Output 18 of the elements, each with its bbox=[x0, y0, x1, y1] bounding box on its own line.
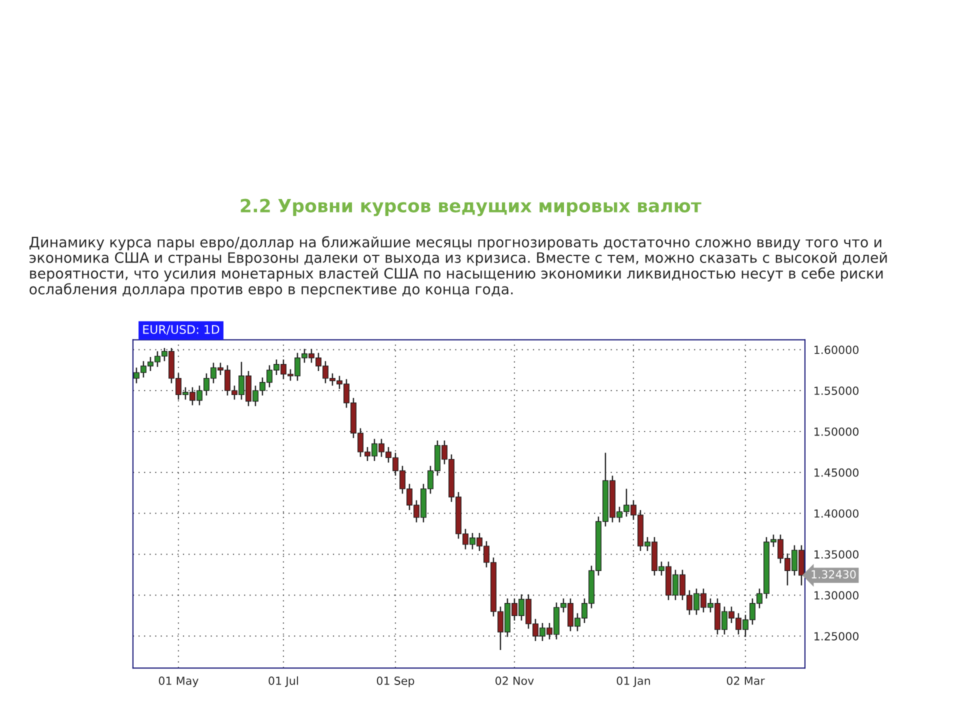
x-tick-label: 01 Jan bbox=[616, 676, 650, 688]
y-tick-label: 1.55000 bbox=[814, 386, 859, 395]
y-tick-label: 1.50000 bbox=[814, 427, 859, 436]
x-tick-label: 01 Sep bbox=[376, 676, 414, 688]
x-tick-label: 02 Nov bbox=[496, 676, 534, 685]
y-tick-label: 1.60000 bbox=[814, 346, 859, 354]
x-tick-label: 02 Mar bbox=[726, 676, 765, 685]
x-tick-label: 01 May bbox=[158, 676, 198, 688]
y-tick-label: 1.40000 bbox=[814, 509, 859, 518]
y-tick-label: 1.25000 bbox=[814, 632, 859, 640]
y-tick-label: 1.45000 bbox=[814, 468, 859, 477]
chart-title: 2.2 Уровни курсов ведущих мировых валют bbox=[240, 198, 702, 216]
text: EUR/USD: 1D bbox=[143, 324, 220, 335]
chart-subtitle: Динамику курса пары евро/доллар на ближайшие месяцы прогнозировать достаточно сложно ввиду того что и экономика США и страны Еврозоны далеки от выхода из кризиса. Вместе с тем, можно сказать с высокой долей вероятности, что усилия монетарных властей США по насыщению экономики ликвидностью несут в себе риски ослабления доллара против евро в перспективе до конца года. bbox=[30, 236, 887, 298]
y-tick-label: 1.35000 bbox=[814, 550, 859, 559]
y-tick-label: 1.30000 bbox=[814, 591, 859, 600]
text: 1.32430 bbox=[812, 570, 856, 579]
x-tick-label: 01 Jul bbox=[268, 676, 298, 688]
